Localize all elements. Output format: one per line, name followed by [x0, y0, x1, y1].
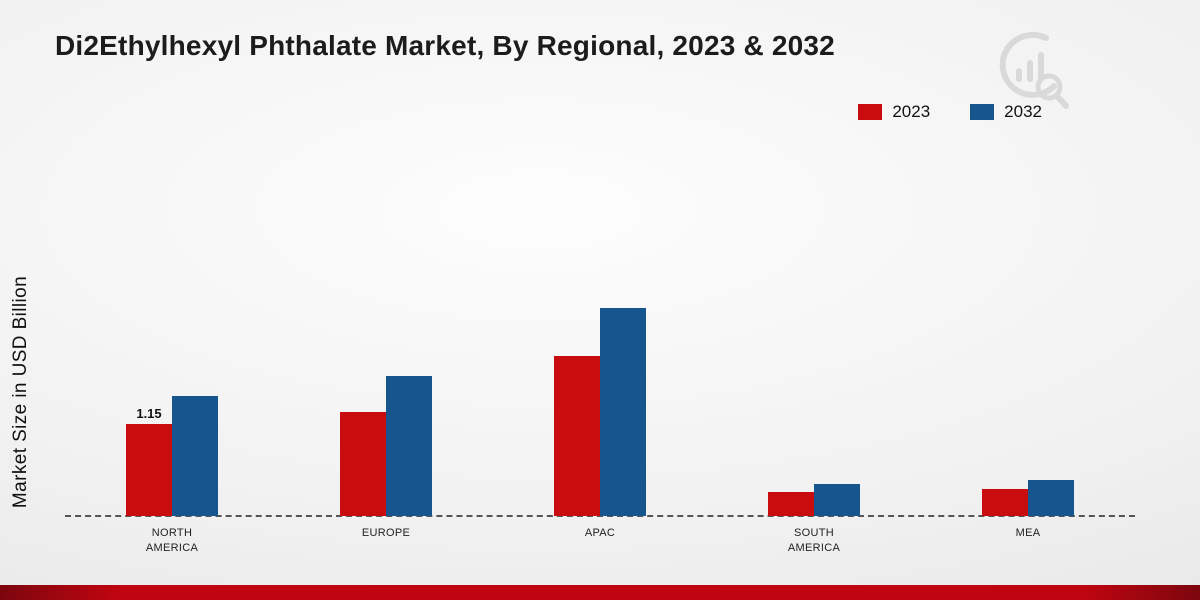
bar-2023-south-america	[768, 492, 814, 516]
legend-label-2023: 2023	[892, 102, 931, 121]
category-label-south-america: SOUTH AMERICA	[787, 527, 841, 554]
bar-pair	[768, 484, 860, 516]
chart-title: Di2Ethylhexyl Phthalate Market, By Regio…	[55, 30, 835, 61]
bar-group-apac: APAC	[493, 176, 707, 539]
legend-swatch-2023	[858, 104, 883, 120]
bar-2032-apac	[600, 308, 646, 516]
bar-value-label: 1.15	[136, 406, 162, 421]
bar-2023-apac	[554, 356, 600, 516]
plot-area: 1.15 NORTH AMERICA EUROPE APAC SOUTH AMERICA…	[65, 176, 1135, 554]
bar-group-north-america: 1.15 NORTH AMERICA	[65, 176, 279, 554]
bar-2023-mea	[982, 489, 1028, 516]
bar-2032-south-america	[814, 484, 860, 516]
bar-2032-north-america	[172, 396, 218, 516]
bar-pair: 1.15	[126, 396, 218, 516]
y-axis-label: Market Size in USD Billion	[10, 275, 31, 509]
bar-2032-europe	[386, 376, 432, 516]
bar-pair	[554, 308, 646, 516]
category-label-north-america: NORTH AMERICA	[145, 527, 199, 554]
bar-2023-europe	[340, 412, 386, 516]
legend-item-2032: 2032	[970, 102, 1042, 122]
bar-pair	[982, 480, 1074, 516]
bar-pair	[340, 376, 432, 516]
legend: 2023 2032	[858, 102, 1042, 122]
legend-item-2023: 2023	[858, 102, 930, 122]
x-axis-baseline	[65, 515, 1135, 517]
legend-label-2032: 2032	[1004, 102, 1042, 121]
bar-2023-north-america: 1.15	[126, 406, 172, 516]
bar-group-europe: EUROPE	[279, 176, 493, 539]
category-label-mea: MEA	[1015, 527, 1041, 539]
category-label-europe: EUROPE	[361, 527, 411, 539]
bar-2032-mea	[1028, 480, 1074, 516]
market-research-future-watermark-icon	[996, 30, 1070, 115]
bar-group-south-america: SOUTH AMERICA	[707, 176, 921, 554]
bar-group-mea: MEA	[921, 176, 1135, 539]
footer-accent-bar	[0, 585, 1200, 600]
category-label-apac: APAC	[584, 527, 616, 539]
legend-swatch-2032	[970, 104, 995, 120]
